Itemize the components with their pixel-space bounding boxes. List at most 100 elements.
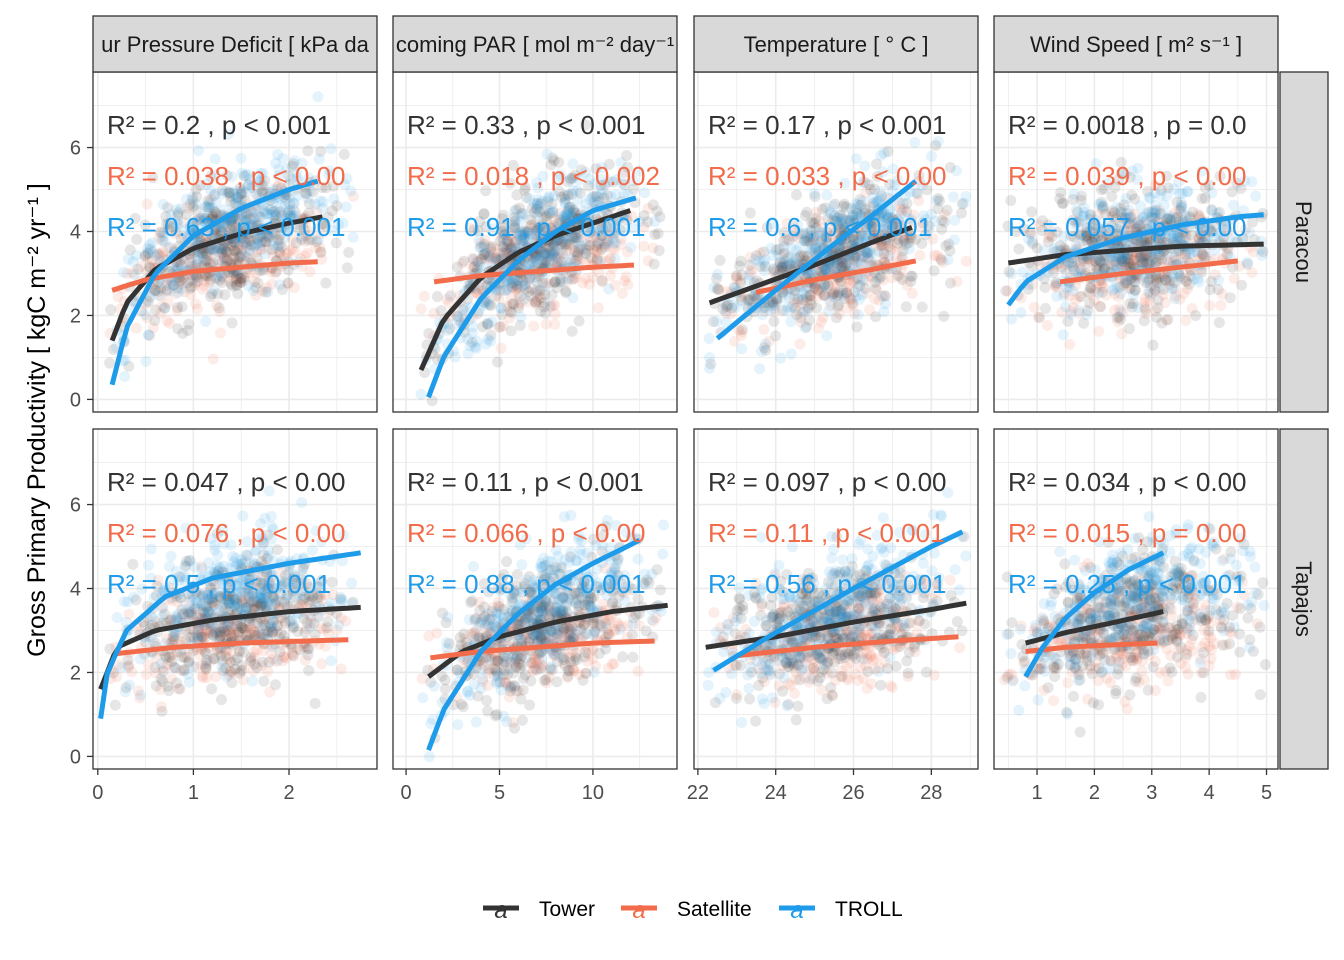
scatter-point (877, 252, 889, 264)
scatter-point (192, 623, 204, 635)
scatter-point (838, 260, 850, 272)
scatter-point (468, 630, 480, 642)
scatter-point (205, 274, 217, 286)
scatter-point (255, 592, 267, 604)
scatter-point (847, 299, 859, 311)
scatter-point (805, 231, 817, 243)
scatter-point (543, 242, 555, 254)
scatter-point (1113, 291, 1125, 303)
scatter-point (139, 620, 151, 632)
scatter-point (911, 188, 923, 200)
scatter-point (605, 190, 617, 202)
scatter-point (745, 267, 757, 279)
scatter-point (475, 237, 487, 249)
scatter-point (237, 238, 249, 250)
scatter-point (200, 657, 212, 669)
scatter-point (744, 293, 756, 305)
scatter-point (233, 627, 245, 639)
scatter-point (565, 208, 577, 220)
scatter-point (1134, 220, 1146, 232)
scatter-point (249, 239, 261, 251)
scatter-point (642, 202, 654, 214)
scatter-point (341, 262, 353, 274)
scatter-point (1194, 225, 1206, 237)
scatter-point (494, 285, 506, 297)
scatter-point (533, 254, 545, 266)
scatter-point (930, 140, 942, 152)
scatter-point (192, 258, 204, 270)
scatter-point (531, 229, 543, 241)
scatter-point (242, 588, 254, 600)
scatter-point (282, 264, 294, 276)
scatter-point (262, 597, 274, 609)
scatter-point (767, 296, 779, 308)
scatter-point (851, 272, 863, 284)
scatter-point (916, 221, 928, 233)
scatter-point (195, 212, 207, 224)
scatter-point (155, 701, 167, 713)
scatter-point (317, 202, 329, 214)
scatter-point (855, 257, 867, 269)
scatter-point (530, 228, 542, 240)
scatter-point (203, 592, 215, 604)
scatter-point (528, 198, 540, 210)
fit-line-tower (418, 208, 632, 372)
scatter-point (224, 256, 236, 268)
scatter-point (215, 625, 227, 637)
scatter-point (1118, 273, 1130, 285)
scatter-point (132, 263, 144, 275)
scatter-point (598, 239, 610, 251)
scatter-point (280, 193, 292, 205)
scatter-point (859, 160, 871, 172)
scatter-point (324, 165, 336, 177)
scatter-point (262, 230, 274, 242)
scatter-point (760, 338, 772, 350)
scatter-point (780, 261, 792, 273)
scatter-point (540, 256, 552, 268)
scatter-point (274, 206, 286, 218)
scatter-point (196, 628, 208, 640)
scatter-point (240, 573, 252, 585)
scatter-point (1135, 251, 1147, 263)
scatter-point (539, 307, 551, 319)
scatter-point (1167, 212, 1179, 224)
scatter-point (254, 174, 266, 186)
scatter-point (1084, 209, 1096, 221)
scatter-point (473, 258, 485, 270)
scatter-point (205, 258, 217, 270)
scatter-point (172, 217, 184, 229)
scatter-point (239, 586, 251, 598)
scatter-point (563, 201, 575, 213)
scatter-point (892, 270, 904, 282)
scatter-point (321, 622, 333, 634)
scatter-point (825, 300, 837, 312)
scatter-point (839, 260, 851, 272)
scatter-point (780, 261, 792, 273)
scatter-point (534, 221, 546, 233)
scatter-point (182, 606, 194, 618)
scatter-point (157, 250, 169, 262)
scatter-point (548, 250, 560, 262)
scatter-point (161, 315, 173, 327)
scatter-point (200, 601, 212, 613)
scatter-point (247, 206, 259, 218)
scatter-point (1097, 201, 1109, 213)
scatter-point (774, 256, 786, 268)
scatter-point (1192, 232, 1204, 244)
scatter-point (781, 260, 793, 272)
scatter-point (471, 263, 483, 275)
scatter-point (804, 289, 816, 301)
scatter-point (170, 662, 182, 674)
scatter-point (790, 245, 802, 257)
scatter-point (209, 587, 221, 599)
scatter-point (828, 210, 840, 222)
scatter-point (569, 246, 581, 258)
scatter-point (841, 275, 853, 287)
scatter-point (1112, 174, 1124, 186)
scatter-point (233, 601, 245, 613)
scatter-point (595, 179, 607, 191)
scatter-point (776, 261, 788, 273)
scatter-point (216, 184, 228, 196)
scatter-point (159, 582, 171, 594)
scatter-point (128, 591, 140, 603)
